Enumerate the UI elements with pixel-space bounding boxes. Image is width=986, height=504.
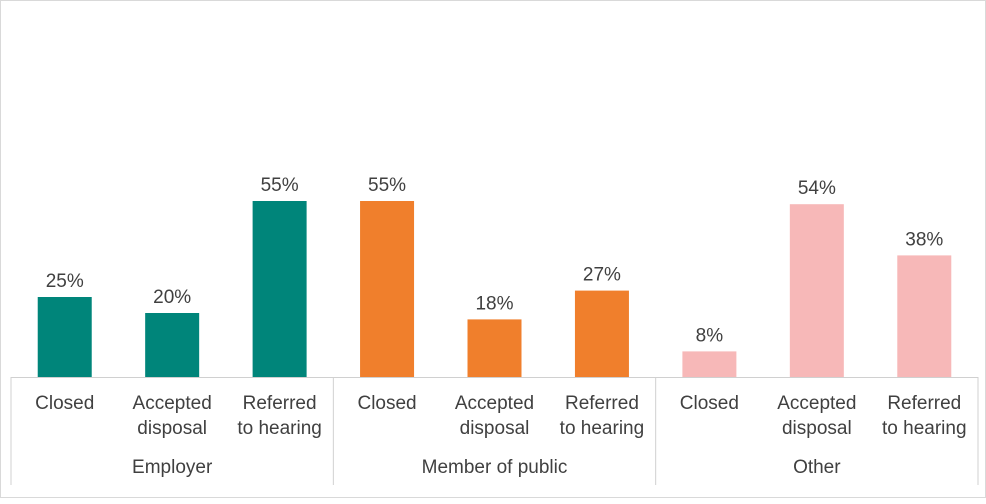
group-label: Employer	[132, 457, 213, 478]
bar	[574, 290, 629, 377]
category-tick-label: to hearing	[237, 418, 322, 439]
data-label: 18%	[475, 293, 513, 314]
category-tick-label: Accepted	[133, 393, 212, 414]
group-label: Member of public	[422, 457, 568, 478]
data-label: 55%	[368, 175, 406, 196]
category-tick-label: disposal	[137, 418, 207, 439]
category-tick-label: Accepted	[455, 393, 534, 414]
data-label: 8%	[696, 325, 724, 346]
data-label: 20%	[153, 287, 191, 308]
bar	[37, 297, 92, 377]
category-tick-label: Referred	[243, 393, 317, 414]
category-tick-label: Closed	[357, 393, 416, 414]
bars-layer	[37, 201, 952, 377]
bar	[897, 255, 952, 377]
bar	[252, 201, 307, 377]
data-label: 54%	[798, 178, 836, 199]
bar	[145, 313, 200, 377]
category-tick-label: disposal	[460, 418, 530, 439]
data-label: 25%	[46, 271, 84, 292]
category-tick-label: to hearing	[882, 418, 967, 439]
bar	[682, 351, 737, 377]
category-tick-label: Closed	[680, 393, 739, 414]
bar	[789, 204, 844, 377]
category-tick-label: Accepted	[777, 393, 856, 414]
category-tick-label: Closed	[35, 393, 94, 414]
data-label: 27%	[583, 265, 621, 286]
category-tick-label: to hearing	[560, 418, 645, 439]
category-tick-label: disposal	[782, 418, 852, 439]
category-tick-label: Referred	[887, 393, 961, 414]
category-axis: Closed Accepted disposal Referred to hearing…	[10, 377, 979, 485]
bar	[467, 319, 522, 377]
data-labels-layer: 25% 20% 55% 55% 18% 27% 8% 54% 38%	[46, 175, 944, 346]
group-label: Other	[793, 457, 841, 478]
bar	[360, 201, 415, 377]
data-label: 55%	[261, 175, 299, 196]
category-tick-label: Referred	[565, 393, 639, 414]
data-label: 38%	[905, 229, 943, 250]
